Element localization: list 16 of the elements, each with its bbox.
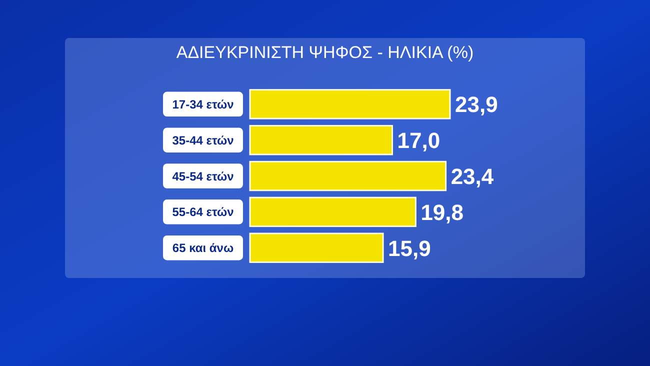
y-tick-label: 17-34 ετών <box>172 97 234 112</box>
bar <box>249 160 447 192</box>
bar <box>249 196 416 228</box>
bar <box>249 89 451 120</box>
data-label: 15,9 <box>388 236 431 261</box>
y-tick-label: 35-44 ετών <box>172 133 234 148</box>
y-tick-label: 45-54 ετών <box>172 169 234 184</box>
bar <box>249 124 394 156</box>
data-label: 17,0 <box>397 128 440 153</box>
data-label: 23,4 <box>450 164 494 189</box>
data-label: 19,8 <box>420 200 464 225</box>
bar <box>249 232 384 263</box>
y-tick-label: 55-64 ετών <box>172 205 234 220</box>
y-tick-label: 65 και άνω <box>172 241 234 256</box>
chart-title: ΑΔΙΕΥΚΡΙΝΙΣΤΗ ΨΗΦΟΣ - ΗΛΙΚΙΑ (%) <box>176 43 474 62</box>
data-label: 23,9 <box>455 92 498 118</box>
